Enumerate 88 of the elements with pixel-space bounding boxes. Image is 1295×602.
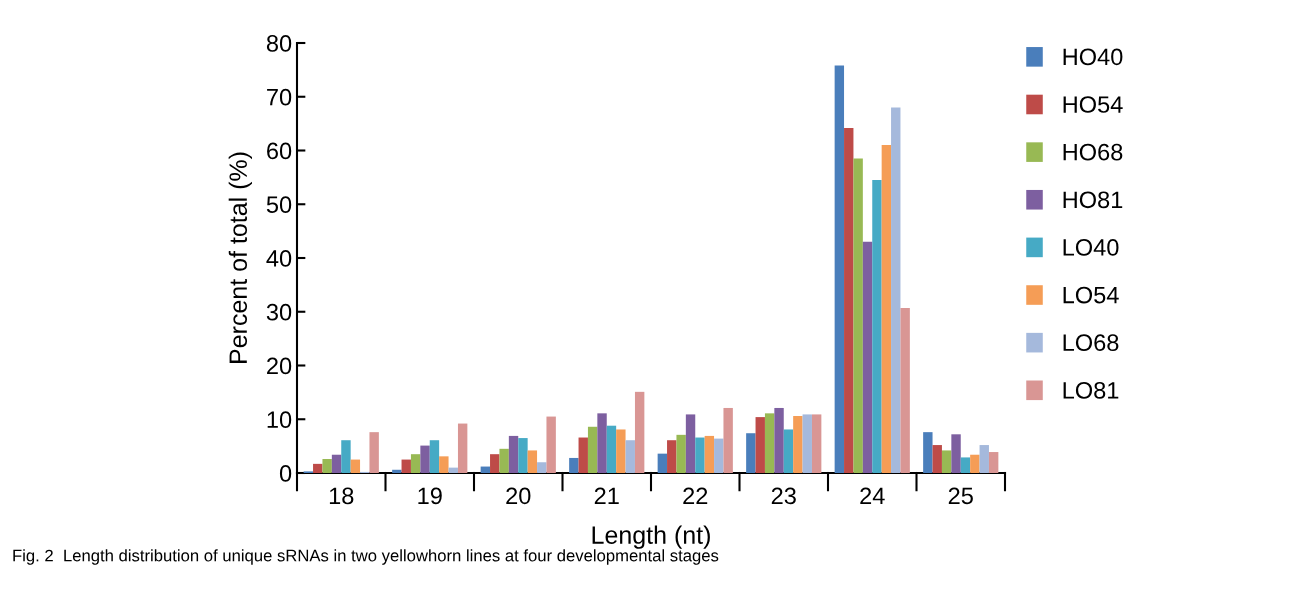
bar [490,454,500,473]
bar [979,445,989,473]
bar [606,425,617,473]
bar [616,429,626,473]
bar [951,434,961,473]
bar [793,416,803,473]
bar [625,440,635,473]
bar [900,307,910,473]
legend-label: LO40 [1063,239,1119,256]
bar [657,453,668,473]
x-tick-label: 20 [506,487,531,505]
y-tick-label: 40 [266,250,292,267]
bar [811,414,822,473]
y-axis-title: Percent of total (%) [228,152,252,363]
bar [802,414,812,473]
legend-label: HO68 [1063,143,1123,161]
bar [350,459,361,473]
bar [569,457,579,473]
legend-label: HO81 [1063,191,1123,209]
y-tick-label: 70 [267,88,292,106]
bar [755,417,765,473]
bar [704,435,715,473]
bar [341,440,351,473]
bar [410,454,421,473]
bar [783,429,794,473]
bar [634,391,645,473]
bar [714,438,724,473]
bar [723,407,733,473]
bar [597,413,607,473]
bar [313,463,323,473]
bar [881,145,892,473]
bar [322,459,332,473]
x-tick-label: 24 [860,487,885,504]
caption: Fig. 2 Length distribution of unique sRNAs in two yellowhorn lines at four developmental stages [13,549,719,565]
y-tick-label: 50 [266,196,292,214]
bar [420,445,430,473]
x-tick-label: 18 [329,487,354,505]
bar [499,448,509,473]
bar [932,445,942,473]
y-tick-label: 20 [267,357,292,375]
bar [764,413,775,473]
bar [960,457,971,473]
legend-label: LO81 [1063,381,1119,399]
legend-label: LO54 [1063,286,1119,304]
bar [527,450,538,473]
bar [695,437,705,473]
y-tick-label: 0 [279,465,292,482]
legend-label: LO68 [1063,334,1119,352]
x-tick-label: 23 [771,487,796,505]
x-tick-label: 25 [948,487,973,505]
bar [392,469,402,473]
bar [746,433,756,473]
bar [587,426,598,473]
bar [578,437,588,473]
legend-label: HO54 [1063,96,1123,113]
bar [369,432,379,473]
bar [401,459,411,473]
bar [872,180,882,473]
x-axis-title: Length (nt) [592,525,710,549]
bar [667,440,677,473]
y-tick-label: 30 [266,303,292,321]
bar [676,434,686,473]
bar [685,414,696,473]
y-tick-label: 10 [267,411,292,429]
bar [518,438,528,473]
bar [457,423,468,473]
x-tick-label: 21 [594,487,619,504]
y-tick-label: 60 [267,142,292,160]
bar [774,407,784,473]
bar [834,65,845,473]
bar [923,432,933,473]
bar [439,456,449,473]
bar [862,241,873,473]
bar [891,107,901,473]
bar [941,450,952,473]
bar [537,462,547,473]
bar [546,416,556,473]
y-tick-label: 80 [266,35,292,52]
bar [331,454,342,473]
bar [853,158,863,473]
x-tick-label: 19 [418,487,442,505]
bar [508,435,519,473]
x-tick-label: 22 [683,487,708,504]
bar [844,127,854,473]
legend-label: HO40 [1063,48,1123,66]
bar [429,440,440,473]
bar [988,452,999,473]
bar [970,454,980,473]
